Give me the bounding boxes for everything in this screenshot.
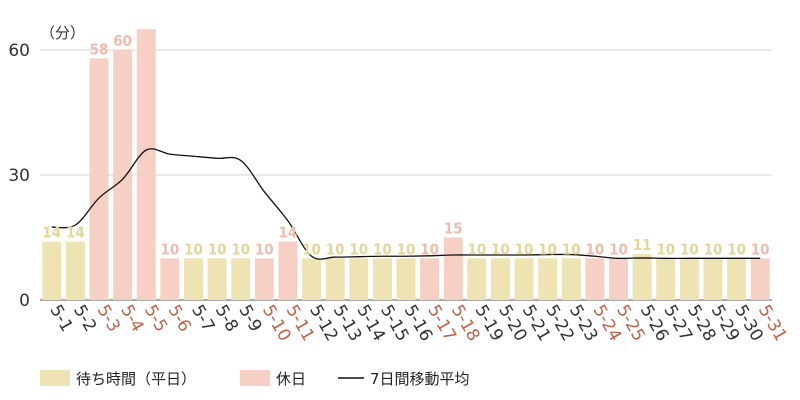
x-axis-ticks: 5-15-25-35-45-55-65-75-85-95-105-115-125… [45,302,790,345]
legend-label: 休日 [276,370,306,388]
legend-swatch [40,370,70,386]
data-label: 10 [397,240,416,258]
data-label: 15 [444,220,463,238]
y-unit-label: （分） [40,24,85,42]
x-tick-label: 5-2 [69,302,100,336]
data-label: 10 [302,240,321,258]
legend-weekday: 待ち時間（平日） [40,370,196,388]
y-axis-ticks: 0 30 60 [8,41,30,311]
bar-weekday [467,258,487,300]
legend-moving-average: 7日間移動平均 [338,370,470,388]
data-label: 10 [609,240,628,258]
moving-average-line [51,148,761,260]
x-tick-label: 5-3 [93,302,124,336]
data-label: 10 [184,240,203,258]
bar-weekday [396,258,416,300]
bar-holiday [136,29,156,301]
data-label: 10 [373,240,392,258]
bar-holiday [254,258,274,300]
data-label: 10 [491,240,510,258]
bar-holiday [750,258,770,300]
bar-weekday [65,241,85,300]
data-label: 10 [586,240,605,258]
data-label: 10 [680,240,699,258]
bar-weekday [538,258,558,300]
data-label: 14 [42,224,61,242]
bar-holiday [160,258,180,300]
y-tick-label: 30 [8,166,30,186]
data-label: 10 [751,240,770,258]
data-label: 10 [538,240,557,258]
bar-weekday [679,258,699,300]
bar-weekday [302,258,322,300]
bar-weekday [42,241,62,300]
legend-label: 待ち時間（平日） [76,370,196,388]
data-label: 10 [326,240,345,258]
bar-weekday [325,258,345,300]
bar-weekday [656,258,676,300]
bar-holiday [609,258,629,300]
bar-holiday [278,241,298,300]
bar-weekday [632,254,652,300]
bar-weekday [514,258,534,300]
bar-holiday [443,237,463,300]
data-label: 10 [727,240,746,258]
legend-label: 7日間移動平均 [370,370,470,388]
bar-holiday [89,58,109,301]
data-label: 10 [160,240,179,258]
x-tick-label: 5-8 [211,302,242,336]
x-tick-label: 5-9 [234,302,265,336]
data-label: 10 [349,240,368,258]
legend-swatch [240,370,270,386]
bar-weekday [231,258,251,300]
data-label: 10 [656,240,675,258]
data-label: 10 [467,240,486,258]
bar-holiday [585,258,605,300]
x-tick-label: 5-7 [187,302,218,336]
bar-series [42,29,770,301]
x-tick-label: 5-5 [140,302,171,336]
bar-holiday [420,258,440,300]
moving-average-path [51,148,761,260]
data-label: 58 [90,40,109,58]
data-label: 10 [562,240,581,258]
x-tick-label: 5-6 [164,302,195,336]
data-label: 14 [66,224,85,242]
bar-weekday [727,258,747,300]
data-label: 10 [231,240,250,258]
bar-weekday [183,258,203,300]
bar-weekday [207,258,227,300]
data-label: 10 [420,240,439,258]
data-label: 10 [515,240,534,258]
data-label: 10 [255,240,274,258]
bar-weekday [703,258,723,300]
x-tick-label: 5-1 [45,302,76,336]
bar-holiday [113,50,133,300]
x-tick-label: 5-4 [116,302,147,336]
legend-holiday: 休日 [240,370,306,388]
bar-weekday [561,258,581,300]
data-label: 10 [208,240,227,258]
y-tick-label: 0 [19,291,30,311]
y-tick-label: 60 [8,41,30,61]
data-label: 10 [704,240,723,258]
bar-weekday [372,258,392,300]
data-label: 11 [633,236,652,254]
data-label: 60 [113,32,132,50]
legend: 待ち時間（平日） 休日 7日間移動平均 [40,370,470,388]
bar-weekday [349,258,369,300]
data-label: 14 [279,224,298,242]
bar-weekday [490,258,510,300]
